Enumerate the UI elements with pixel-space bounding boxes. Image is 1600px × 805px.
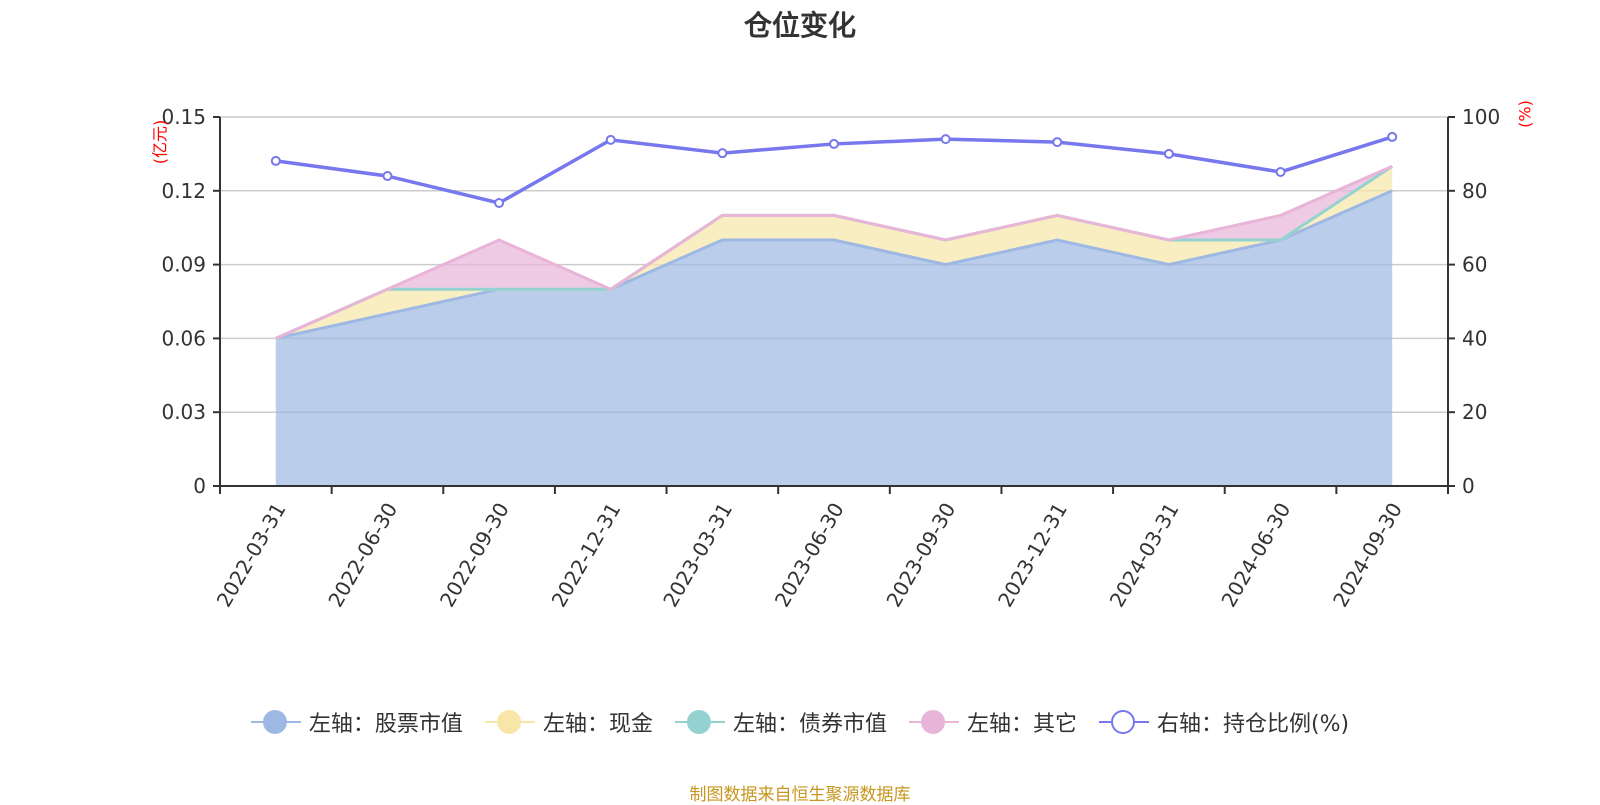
- area-cash: [275, 166, 1393, 339]
- ratio-point-marker: [1052, 137, 1063, 148]
- x-axis-tick-label: 2023-06-30: [770, 499, 849, 612]
- area-other: [275, 166, 1393, 339]
- right-axis-tick-label: 40: [1462, 326, 1487, 350]
- x-axis-tick-label: 2024-06-30: [1216, 499, 1295, 612]
- ratio-point-marker: [1275, 166, 1286, 177]
- x-axis-tick-label: 2024-09-30: [1328, 499, 1407, 612]
- right-axis-tick-label: 80: [1462, 179, 1487, 203]
- legend-filled-circle-icon: [674, 709, 725, 735]
- x-axis-tick-label: 2023-09-30: [881, 499, 960, 612]
- x-axis-tick-label: 2022-12-31: [547, 499, 626, 612]
- left-axis-tick-label: 0.09: [161, 253, 206, 277]
- area-stock: [275, 190, 1393, 487]
- x-axis-tick-label: 2024-03-31: [1105, 499, 1184, 612]
- ratio-point-marker: [717, 148, 728, 159]
- chart-plot-area: 0 0 0.03 20 0.06 40 0.09 60 0.12 80 0.15 100 2022-03…: [151, 100, 1535, 612]
- ratio-point-marker: [270, 155, 281, 166]
- x-axis-tick-label: 2022-09-30: [435, 499, 514, 612]
- ratio-point-marker: [1387, 131, 1398, 142]
- chart-title: 仓位变化: [743, 9, 856, 42]
- data-source-note: 制图数据来自恒生聚源数据库: [689, 785, 911, 805]
- legend-item[interactable]: 左轴：其它: [908, 706, 1077, 738]
- legend-label: 左轴：债券市值: [732, 712, 887, 737]
- x-axis-tick-label: 2022-03-31: [212, 499, 291, 612]
- legend-label: 左轴：股票市值: [308, 712, 463, 737]
- right-axis-unit-label: (%): [1516, 100, 1535, 128]
- legend-item[interactable]: 左轴：债券市值: [674, 706, 887, 738]
- legend-label: 左轴：其它: [966, 712, 1077, 737]
- left-axis-tick-label: 0.03: [161, 400, 206, 424]
- ratio-point-marker: [494, 197, 505, 208]
- legend-item[interactable]: 左轴：股票市值: [250, 706, 463, 738]
- ratio-point-marker: [605, 134, 616, 145]
- left-axis-tick-label: 0: [193, 474, 206, 498]
- x-axis-tick-label: 2023-03-31: [658, 499, 737, 612]
- ratio-point-marker: [382, 171, 393, 182]
- x-axis-tick-label: 2022-06-30: [323, 499, 402, 612]
- chart-legend: 左轴：股票市值 左轴：现金 左轴：债券市值 左轴：其它 右轴：持仓比例(%): [0, 706, 1600, 738]
- legend-item[interactable]: 右轴：持仓比例(%): [1098, 706, 1350, 738]
- left-axis-tick-label: 0.12: [161, 179, 206, 203]
- legend-label: 右轴：持仓比例(%): [1156, 712, 1350, 737]
- ratio-point-marker: [1163, 148, 1174, 159]
- left-axis-unit-label: (亿元): [151, 120, 170, 165]
- ratio-point-marker: [829, 138, 839, 149]
- line-stock: [275, 189, 1393, 340]
- right-axis-tick-label: 60: [1462, 253, 1487, 277]
- right-axis-tick-label: 0: [1462, 474, 1475, 498]
- right-axis-tick-label: 100: [1462, 105, 1500, 129]
- left-axis-tick-label: 0.15: [161, 105, 206, 129]
- legend-filled-circle-icon: [908, 709, 959, 735]
- legend-filled-circle-icon: [484, 709, 535, 735]
- legend-filled-circle-icon: [250, 709, 301, 735]
- right-axis-tick-label: 20: [1462, 400, 1487, 424]
- x-axis-tick-label: 2023-12-31: [993, 499, 1072, 612]
- legend-label: 左轴：现金: [542, 712, 653, 737]
- ratio-point-marker: [940, 134, 951, 145]
- left-axis-tick-label: 0.06: [161, 326, 206, 350]
- line-other: [275, 164, 1393, 340]
- legend-item[interactable]: 左轴：现金: [484, 706, 653, 738]
- legend-hollow-circle-icon: [1098, 709, 1149, 735]
